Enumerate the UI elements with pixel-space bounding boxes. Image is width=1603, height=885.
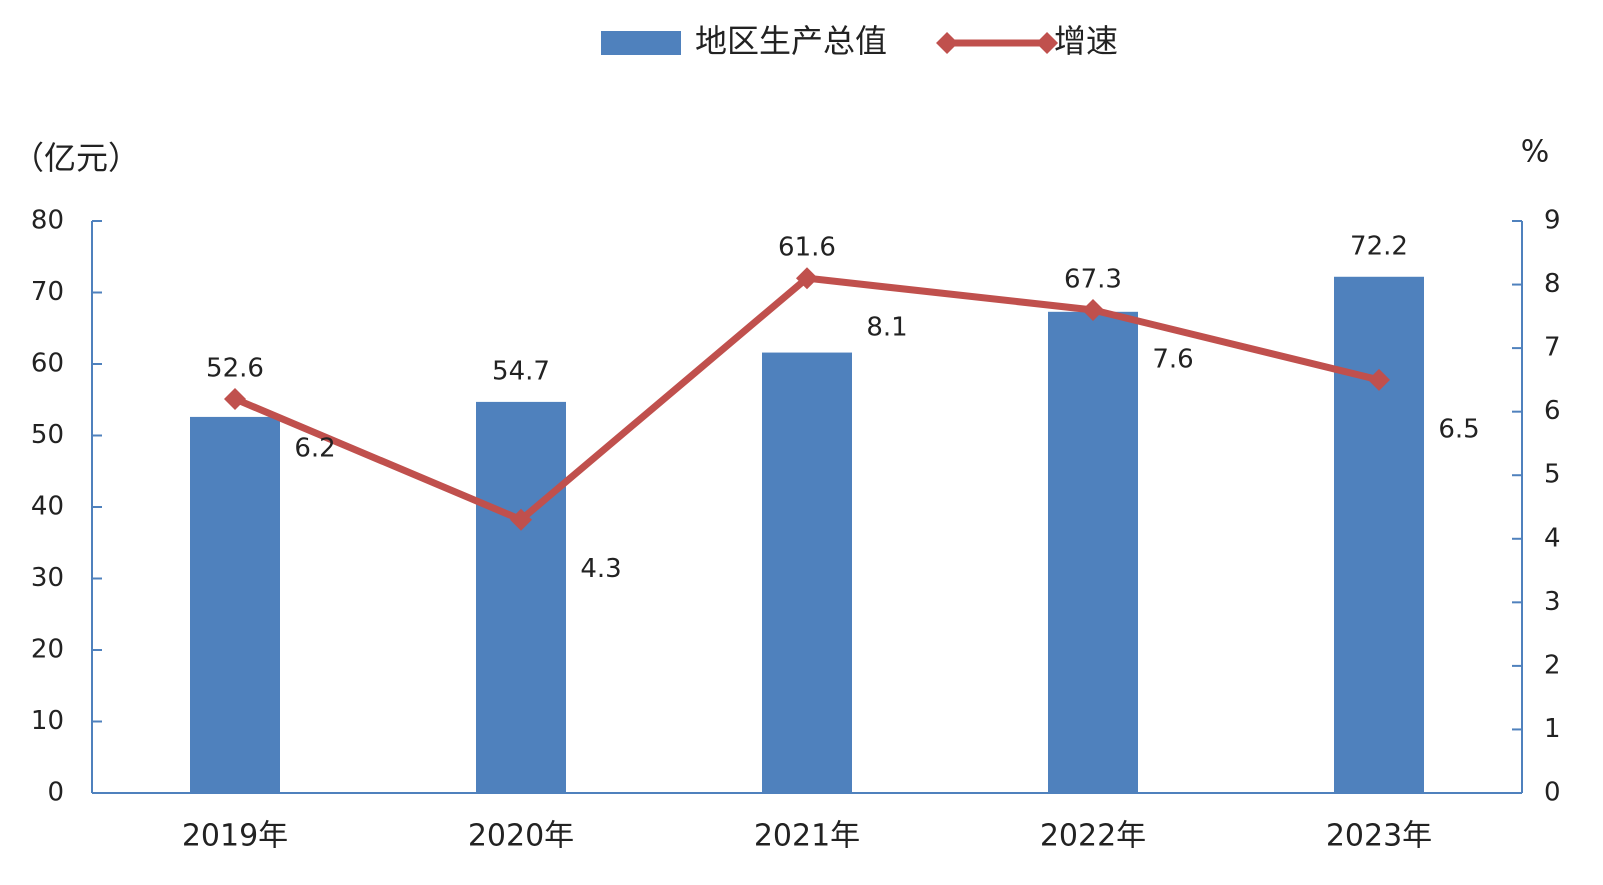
y2-tick-label: 8 <box>1544 269 1561 299</box>
line-value-label: 7.6 <box>1152 344 1193 374</box>
y-tick-label: 50 <box>31 420 64 450</box>
line-marker <box>796 267 818 290</box>
legend-marker <box>1036 32 1059 54</box>
y2-tick-label: 6 <box>1544 396 1561 426</box>
bar <box>190 416 280 793</box>
bar <box>1048 311 1138 793</box>
y-tick-label: 20 <box>31 635 64 665</box>
x-tick-label: 2019年 <box>182 819 288 854</box>
y-tick-label: 70 <box>31 277 64 307</box>
line-value-label: 4.3 <box>580 554 621 584</box>
x-tick-label: 2023年 <box>1326 819 1432 854</box>
line-marker <box>1368 368 1390 391</box>
legend-marker <box>936 32 959 54</box>
bar <box>762 352 852 793</box>
bar <box>476 401 566 793</box>
legend-label: 增速 <box>1054 22 1118 60</box>
x-tick-label: 2020年 <box>468 819 574 854</box>
y2-tick-label: 7 <box>1544 333 1561 363</box>
bar <box>1334 276 1424 793</box>
y-tick-label: 40 <box>31 492 64 522</box>
y2-axis-label: % <box>1521 135 1550 170</box>
x-tick-label: 2022年 <box>1040 819 1146 854</box>
y2-tick-label: 3 <box>1544 587 1561 617</box>
legend-swatch <box>601 31 681 55</box>
line-marker <box>224 387 246 410</box>
y2-tick-label: 9 <box>1544 206 1561 236</box>
y2-tick-label: 2 <box>1544 650 1561 680</box>
y-tick-label: 30 <box>31 563 64 593</box>
line-marker <box>510 508 532 531</box>
y-tick-label: 10 <box>31 706 64 736</box>
y2-tick-label: 5 <box>1544 460 1561 490</box>
y-tick-label: 80 <box>31 206 64 236</box>
bar-value-label: 61.6 <box>778 233 836 263</box>
line-marker <box>1082 298 1104 321</box>
y2-tick-label: 4 <box>1544 523 1561 553</box>
line-value-label: 6.2 <box>294 433 335 463</box>
bar-value-label: 52.6 <box>206 353 264 383</box>
bar-value-label: 54.7 <box>492 356 550 386</box>
y2-tick-label: 0 <box>1544 778 1561 808</box>
line-value-label: 6.5 <box>1438 414 1479 444</box>
legend-label: 地区生产总值 <box>695 22 887 60</box>
line-value-label: 8.1 <box>866 313 907 343</box>
bar-value-label: 72.2 <box>1350 231 1408 261</box>
y-axis-label: （亿元） <box>12 139 140 177</box>
y-tick-label: 60 <box>31 349 64 379</box>
bar-value-label: 67.3 <box>1064 264 1122 294</box>
y-tick-label: 0 <box>47 778 64 808</box>
x-tick-label: 2021年 <box>754 819 860 854</box>
y2-tick-label: 1 <box>1544 714 1561 744</box>
